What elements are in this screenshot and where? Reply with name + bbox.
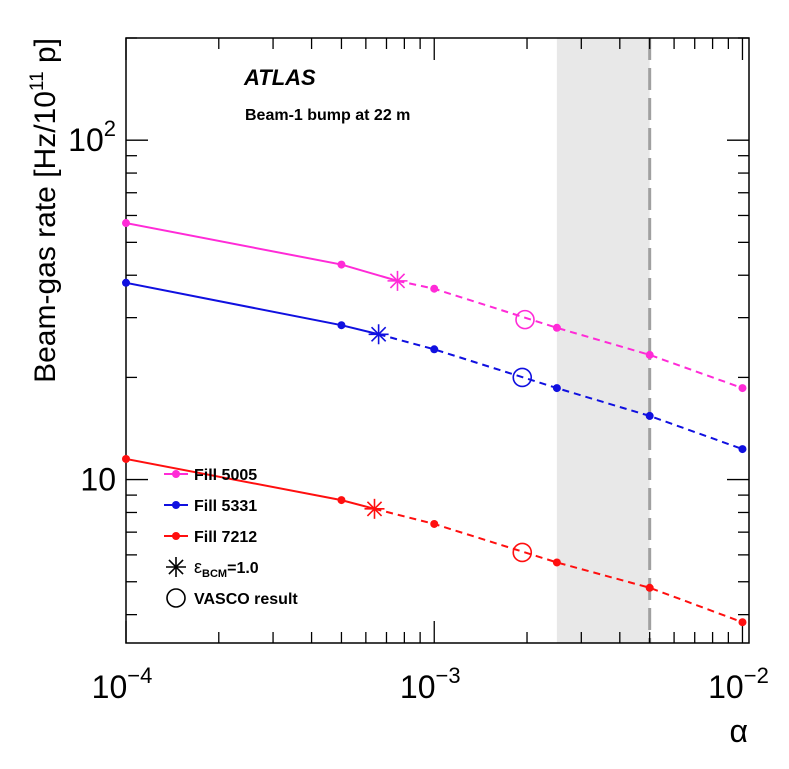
star-marker-fill-7212 <box>364 498 385 519</box>
y-tick-label-exponent: 2 <box>104 116 116 141</box>
series-line-solid-fill-5005 <box>125 222 398 282</box>
legend-dot-swatch <box>172 532 180 540</box>
legend: Fill 5005 Fill 5331 Fill 7212 εBCM=1.0 VASCO… <box>164 467 298 608</box>
data-point-fill-5005 <box>337 260 346 269</box>
series-line-dashed-fill-7212 <box>374 507 743 624</box>
star-marker-fill-5331 <box>368 324 389 345</box>
data-point-fill-7212 <box>738 618 747 627</box>
y-tick-label-base: 10 <box>80 462 116 498</box>
x-tick-label-exponent: −2 <box>744 663 769 688</box>
legend-label: VASCO result <box>194 591 298 608</box>
shaded-band <box>556 38 650 643</box>
y-tick-label: 102 <box>68 116 116 158</box>
data-point-fill-5005 <box>645 350 654 359</box>
data-point-fill-5331 <box>430 345 439 354</box>
y-tick-label-base: 10 <box>68 122 104 158</box>
legend-label: Fill 5331 <box>194 498 257 515</box>
legend-dot-swatch <box>172 470 180 478</box>
legend-entry: Fill 7212 <box>164 529 257 546</box>
data-point-fill-5331 <box>337 321 346 330</box>
legend-entry: εBCM=1.0 <box>166 557 259 580</box>
legend-label: Fill 7212 <box>194 529 257 546</box>
x-tick-label-base: 10 <box>400 669 436 705</box>
data-point-fill-5005 <box>430 284 439 293</box>
data-point-fill-5331 <box>552 384 561 393</box>
shaded-band-layer <box>556 38 650 643</box>
data-point-fill-5331 <box>122 278 130 287</box>
data-point-fill-5331 <box>738 445 747 454</box>
legend-star-swatch <box>166 557 186 577</box>
legend-entry: Fill 5005 <box>164 467 257 484</box>
vasco-marker-fill-5005 <box>515 309 535 330</box>
text-layer: ATLAS Beam-1 bump at 22 m α Beam-gas rat… <box>27 38 748 749</box>
x-tick-label-base: 10 <box>708 669 744 705</box>
data-point-fill-7212 <box>552 558 561 567</box>
x-tick-label-base: 10 <box>92 669 128 705</box>
data-point-fill-7212 <box>337 496 346 505</box>
legend-label-symbol: ε <box>194 557 202 577</box>
y-tick-label: 10 <box>80 462 116 498</box>
y-axis-label-main: Beam-gas rate [Hz/10 <box>29 91 62 383</box>
y-axis-label-tail: p] <box>29 38 62 71</box>
chart-subtitle: Beam-1 bump at 22 m <box>245 107 410 124</box>
legend-entry: VASCO result <box>166 588 298 608</box>
star-marker-stroke <box>370 326 387 342</box>
y-axis-label: Beam-gas rate [Hz/1011 p] <box>27 38 62 383</box>
data-point-fill-7212 <box>430 519 439 528</box>
legend-label-tail: =1.0 <box>227 560 259 577</box>
vasco-marker-fill-7212 <box>512 542 533 563</box>
data-point-fill-5005 <box>738 384 747 393</box>
star-marker-stroke <box>168 559 184 575</box>
x-tick-label-exponent: −4 <box>127 663 152 688</box>
series-points-layer <box>122 219 747 627</box>
x-tick-label-exponent: −3 <box>435 663 460 688</box>
star-marker-stroke <box>366 501 383 517</box>
series-line-dashed-fill-5005 <box>397 279 743 390</box>
legend-label: εBCM=1.0 <box>194 557 259 580</box>
y-axis-label-exponent: 11 <box>27 71 48 91</box>
x-tick-label: 10−3 <box>400 663 461 705</box>
legend-circle-swatch <box>166 588 186 608</box>
vasco-marker-fill-5331 <box>512 367 533 388</box>
plot-frame <box>125 37 750 644</box>
star-marker-stroke <box>389 273 406 289</box>
x-tick-label: 10−4 <box>92 663 153 705</box>
legend-entry: Fill 5331 <box>164 498 257 515</box>
plot-frame-layer <box>125 37 750 644</box>
data-point-fill-5331 <box>645 411 654 420</box>
legend-dot-swatch <box>172 501 180 509</box>
x-axis-label: α <box>730 713 749 749</box>
data-point-fill-5005 <box>122 219 130 228</box>
x-tick-label: 10−2 <box>708 663 769 705</box>
experiment-label: ATLAS <box>243 65 316 90</box>
legend-label-subscript: BCM <box>202 568 227 580</box>
data-point-fill-5005 <box>552 323 561 332</box>
data-point-fill-7212 <box>122 454 130 463</box>
axis-ticks-layer <box>125 37 749 643</box>
data-point-fill-7212 <box>645 583 654 592</box>
star-marker-fill-5005 <box>387 270 408 291</box>
legend-label: Fill 5005 <box>194 467 257 484</box>
x-tick-labels: 10−4 10−3 10−2 <box>92 663 769 705</box>
